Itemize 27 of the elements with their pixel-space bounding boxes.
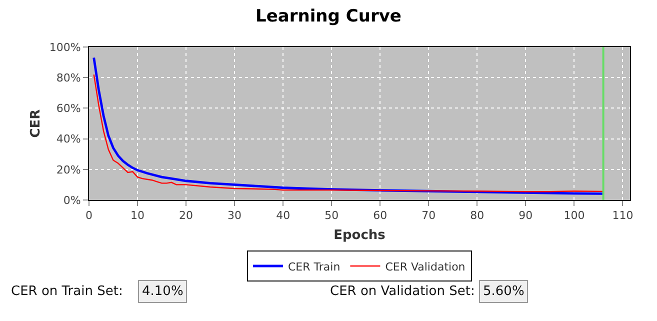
x-tick-label: 90 — [518, 209, 533, 222]
y-tick-label: 60% — [56, 102, 81, 116]
x-tick-label: 100 — [564, 209, 585, 222]
x-tick-label: 50 — [324, 209, 339, 222]
y-tick-label: 40% — [56, 132, 81, 146]
chart-title: Learning Curve — [256, 6, 402, 27]
x-tick-label: 0 — [86, 209, 92, 222]
x-tick-label: 110 — [612, 209, 634, 222]
y-tick-label: 100% — [49, 40, 81, 54]
y-axis-title: CER — [28, 109, 44, 138]
x-tick-label: 10 — [130, 209, 145, 222]
x-tick-label: 20 — [179, 209, 194, 222]
text: 5.60% — [483, 284, 524, 299]
legend-label: CER Validation — [385, 260, 466, 274]
x-tick-label: 70 — [422, 209, 436, 222]
y-tick-label: 80% — [56, 71, 81, 84]
text: 4.10% — [142, 284, 184, 299]
x-axis-title: Epochs — [334, 228, 386, 243]
y-tick-label: 20% — [56, 163, 81, 176]
legend-label: CER Train — [288, 260, 340, 274]
x-tick-label: 40 — [276, 209, 290, 222]
x-tick-label: 60 — [373, 209, 388, 222]
y-tick-label: 0% — [63, 194, 81, 207]
x-tick-label: 30 — [228, 209, 242, 222]
text: CER on Validation Set: — [330, 284, 475, 299]
x-tick-label: 80 — [470, 209, 484, 222]
text: CER on Train Set: — [11, 284, 123, 299]
